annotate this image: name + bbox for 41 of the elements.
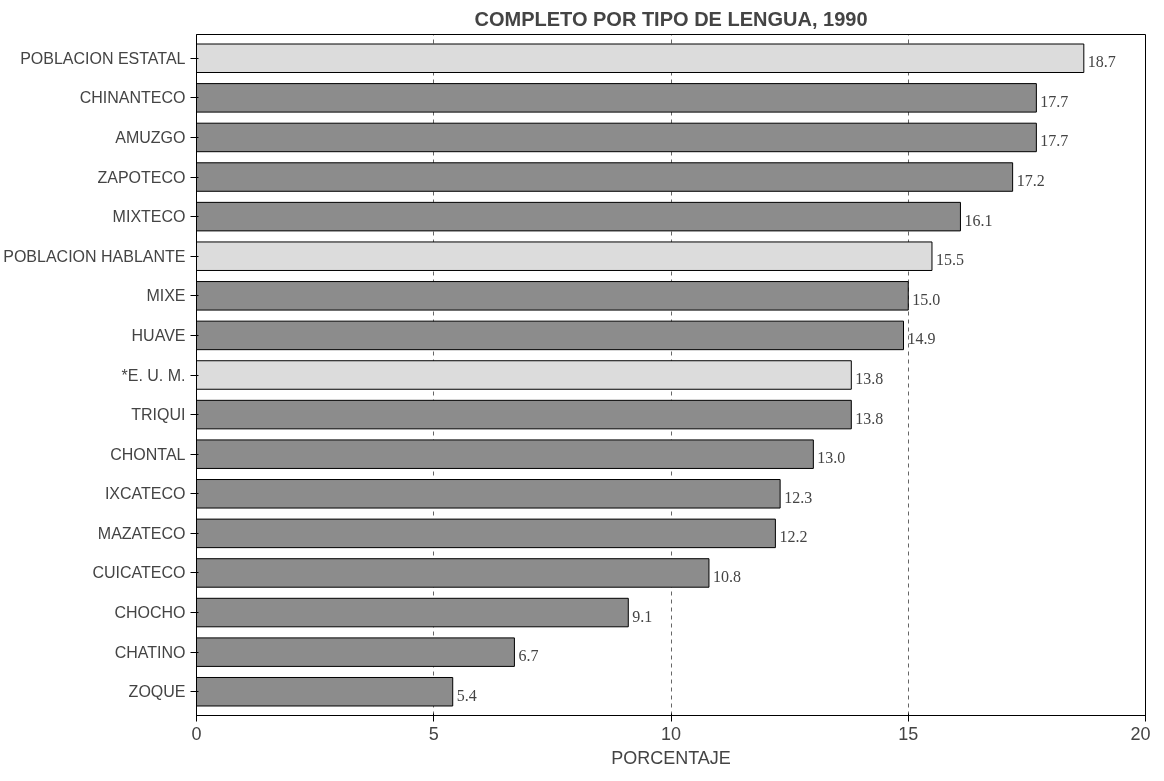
data-label: 18.7 [1087,53,1116,71]
data-label: 6.7 [518,647,539,665]
y-tick-label: POBLACION HABLANTE [3,247,186,265]
y-tick-label: IXCATECO [104,485,186,503]
x-tick-label: 0 [191,723,202,744]
data-label: 17.2 [1016,172,1045,190]
data-label: 9.1 [632,607,653,625]
data-label: 17.7 [1040,132,1069,150]
x-tick-label: 15 [898,723,919,744]
x-tick-label: 20 [1130,723,1151,744]
data-label: 15.5 [935,251,964,269]
data-label: 13.8 [855,370,884,387]
data-label: 12.2 [779,528,808,546]
y-tick-label: *E. U. M. [121,366,186,384]
data-label: 16.1 [964,211,993,229]
chart-title: COMPLETO POR TIPO DE LENGUA, 1990 [474,7,868,30]
data-label: 14.9 [907,330,936,348]
y-tick-label: HUAVE [131,326,186,344]
y-tick-label: MIXTECO [112,208,186,226]
y-tick-label: CHATINO [114,643,186,661]
data-label: 12.3 [784,488,813,506]
y-tick-label: CHONTAL [110,445,186,463]
y-tick-label: MAZATECO [97,524,186,542]
y-tick-label: CHOCHO [114,604,186,622]
x-axis-title: PORCENTAJE [611,747,731,768]
y-tick-label: AMUZGO [115,128,186,146]
y-tick-label: TRIQUI [131,406,186,424]
y-tick-label: ZOQUE [128,683,186,701]
y-tick-label: MIXE [146,287,186,305]
y-tick-label: ZAPOTECO [97,168,186,186]
data-label: 17.7 [1040,92,1069,110]
y-tick-label: POBLACION ESTATAL [20,49,186,67]
data-label: 10.8 [712,567,741,585]
data-label: 13.0 [817,449,846,467]
data-label: 13.8 [855,409,884,427]
x-tick-label: 10 [660,723,682,744]
x-tick-label: 5 [428,723,439,744]
data-label: 15.0 [912,290,941,308]
y-tick-label: CUICATECO [92,564,186,582]
y-tick-label: CHINANTECO [79,89,186,107]
data-label: 5.4 [456,686,477,704]
